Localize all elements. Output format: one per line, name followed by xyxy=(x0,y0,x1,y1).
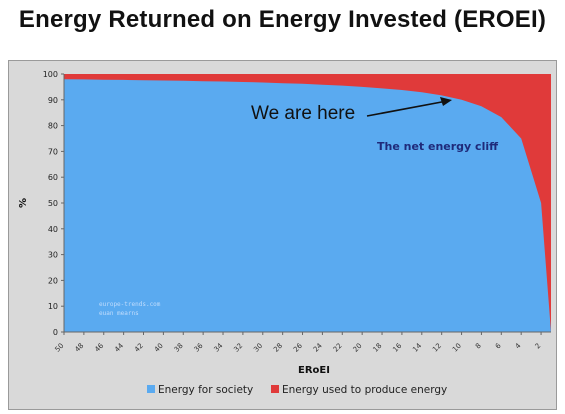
legend-label-energy-used: Energy used to produce energy xyxy=(282,384,447,396)
x-tick-label: 14 xyxy=(411,341,423,353)
x-tick-label: 50 xyxy=(53,342,65,354)
x-tick-label: 6 xyxy=(494,341,503,350)
annotation-arrow-head xyxy=(440,97,452,106)
legend-swatch-energy-used xyxy=(271,385,279,393)
annotation-we-are-here: We are here xyxy=(251,103,355,124)
chart-title: Energy Returned on Energy Invested (EROE… xyxy=(18,6,547,33)
legend-label-energy-for-society: Energy for society xyxy=(158,384,253,396)
x-tick-label: 4 xyxy=(514,341,523,350)
y-tick-label: 90 xyxy=(48,96,58,105)
x-tick-label: 34 xyxy=(212,341,224,353)
x-tick-label: 28 xyxy=(272,342,284,354)
x-tick-label: 44 xyxy=(113,341,125,353)
y-tick-label: 70 xyxy=(48,147,58,156)
watermark-text: europe-trends.com xyxy=(99,301,161,308)
x-tick-label: 42 xyxy=(133,342,145,354)
y-tick-label: 30 xyxy=(48,251,58,260)
y-tick-label: 80 xyxy=(48,122,58,131)
x-tick-label: 36 xyxy=(193,341,205,353)
y-tick-label: 40 xyxy=(48,225,58,234)
chart-frame: 0 10 20 30 40 50 60 70 80 90 100 50 48 46 44 42 40 38 36 34… xyxy=(8,60,557,410)
x-tick-label: 30 xyxy=(252,342,264,354)
annotation-net-energy-cliff: The net energy cliff xyxy=(377,140,498,153)
x-tick-label: 24 xyxy=(312,341,324,353)
y-tick-label: 100 xyxy=(43,70,58,79)
legend-swatch-energy-for-society xyxy=(147,385,155,393)
x-tick-label: 20 xyxy=(352,342,364,354)
watermark-text: euan mearns xyxy=(99,310,139,317)
x-tick-label: 40 xyxy=(153,342,165,354)
x-tick-label: 48 xyxy=(73,342,85,354)
annotation-arrow-line xyxy=(366,100,448,117)
y-tick-label: 50 xyxy=(48,199,58,208)
y-tick-label: 10 xyxy=(48,302,58,311)
x-tick-label: 16 xyxy=(391,341,403,353)
y-tick-label: 0 xyxy=(53,328,58,337)
y-tick-label: 20 xyxy=(48,276,58,285)
x-tick-label: 22 xyxy=(332,342,344,354)
x-tick-label: 12 xyxy=(431,342,443,354)
x-tick-label: 26 xyxy=(292,341,304,353)
x-tick-label: 10 xyxy=(451,342,463,354)
x-tick-label: 46 xyxy=(93,341,105,353)
y-tick-label: 60 xyxy=(48,173,58,182)
x-tick-label: 8 xyxy=(474,342,483,351)
y-axis-label: % xyxy=(18,198,29,208)
x-tick-label: 32 xyxy=(232,342,244,354)
x-tick-label: 18 xyxy=(371,342,383,354)
x-tick-label: 2 xyxy=(534,342,543,351)
series-area-energy-for-society xyxy=(64,79,551,332)
x-axis-label: ERoEI xyxy=(298,365,330,376)
x-tick-label: 38 xyxy=(173,342,185,354)
